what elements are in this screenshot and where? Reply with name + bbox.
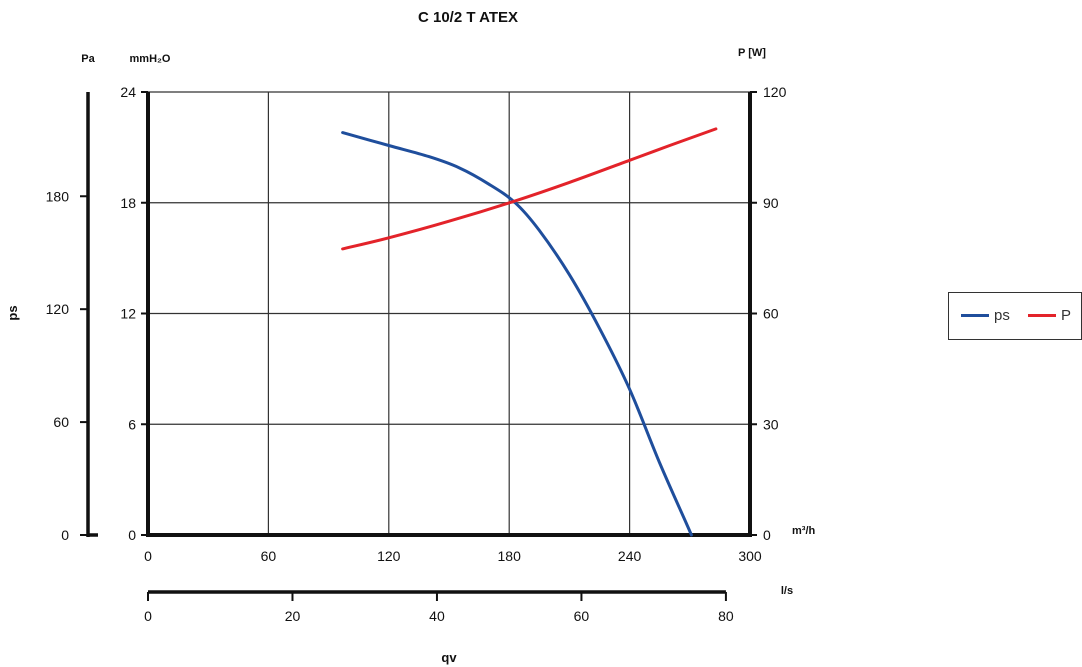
mmh2o-tick-label: 18: [120, 195, 136, 211]
unit-m3h-label: m³/h: [792, 525, 816, 537]
legend: ps P: [948, 292, 1082, 340]
chart-title: C 10/2 T ATEX: [418, 9, 518, 26]
power-tick-label: 0: [763, 527, 771, 543]
series-line-p: [341, 127, 718, 251]
x-tick-label: 180: [498, 548, 522, 564]
legend-label-ps: ps: [994, 307, 1010, 324]
ls-tick-label: 80: [718, 608, 734, 624]
x-tick-label: 0: [144, 548, 152, 564]
unit-pa-label: Pa: [81, 53, 95, 65]
pa-tick-label: 180: [46, 188, 70, 204]
ls-tick-label: 20: [285, 608, 301, 624]
power-tick-label: 90: [763, 195, 779, 211]
legend-swatch-ps: [961, 314, 989, 317]
mmh2o-tick-label: 12: [120, 306, 136, 322]
grid: [148, 91, 750, 535]
unit-mmh2o-label: mmH₂O: [130, 53, 171, 65]
x-tick-label: 60: [261, 548, 277, 564]
unit-power-label: P [W]: [738, 47, 766, 59]
mmh2o-tick-label: 24: [120, 84, 136, 100]
legend-label-p: P: [1061, 307, 1072, 324]
legend-item-p: P: [1028, 307, 1071, 324]
power-tick-label: 30: [763, 416, 779, 432]
ls-tick-label: 60: [574, 608, 590, 624]
pa-tick-label: 120: [46, 301, 70, 317]
legend-item-ps: ps: [961, 307, 1010, 324]
y-axis-label: ps: [5, 305, 20, 320]
pa-tick-label: 60: [53, 414, 69, 430]
unit-ls-label: l/s: [781, 585, 793, 597]
x-tick-label: 300: [738, 548, 762, 564]
power-tick-label: 60: [763, 306, 779, 322]
mmh2o-tick-label: 6: [128, 416, 136, 432]
ls-tick-label: 0: [144, 608, 152, 624]
mmh2o-tick-label: 0: [128, 527, 136, 543]
series-line-ps: [341, 131, 693, 537]
series-group: [341, 127, 718, 537]
pa-tick-label: 0: [61, 527, 69, 543]
x-axis-label: qv: [441, 650, 457, 665]
ls-tick-label: 40: [429, 608, 445, 624]
legend-swatch-p: [1028, 314, 1056, 317]
x-tick-label: 120: [377, 548, 401, 564]
x-tick-label: 240: [618, 548, 642, 564]
power-tick-label: 120: [763, 84, 787, 100]
axes: [80, 91, 757, 601]
